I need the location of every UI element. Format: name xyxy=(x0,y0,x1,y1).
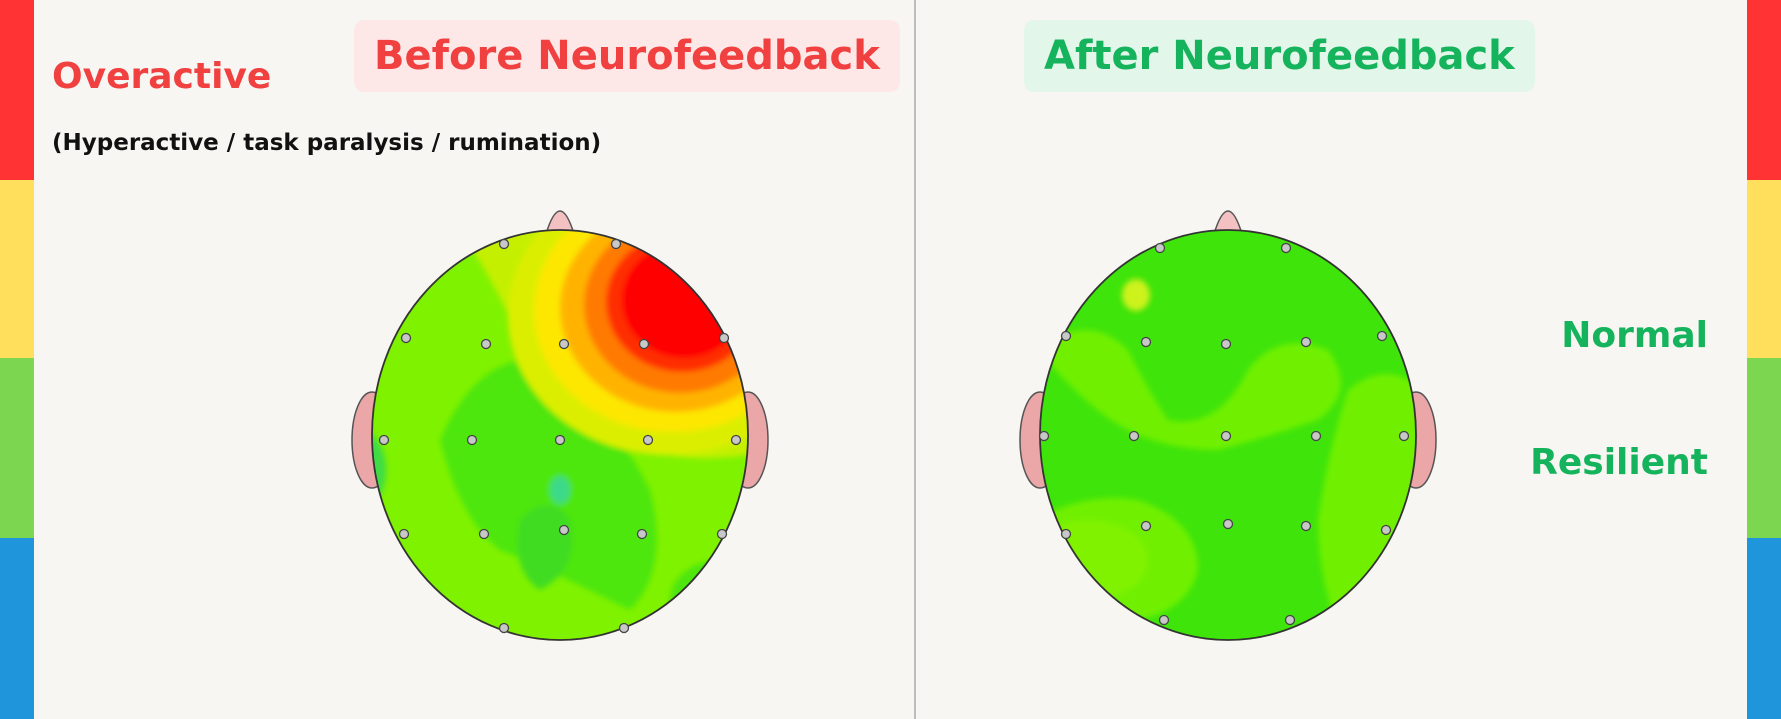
scale-red-segment xyxy=(0,0,34,180)
resilient-label: Resilient xyxy=(1530,442,1708,483)
activity-heatmap xyxy=(1040,230,1416,640)
after-brain-map xyxy=(1019,210,1437,641)
scale-yellow-segment xyxy=(0,180,34,358)
overactive-description: (Hyperactive / task paralysis / ruminati… xyxy=(52,130,602,156)
left-color-scale xyxy=(0,0,34,719)
overactive-label: Overactive xyxy=(52,56,272,97)
head-outline xyxy=(371,229,749,641)
scale-red-segment xyxy=(1747,0,1781,180)
scale-blue-segment xyxy=(0,538,34,719)
activity-heatmap xyxy=(372,230,748,640)
before-brain-map xyxy=(351,210,769,641)
normal-label: Normal xyxy=(1561,315,1708,356)
scale-green-segment xyxy=(1747,358,1781,538)
panel-divider xyxy=(914,0,916,719)
scale-yellow-segment xyxy=(1747,180,1781,358)
scale-green-segment xyxy=(0,358,34,538)
scale-blue-segment xyxy=(1747,538,1781,719)
electrode-points xyxy=(1038,242,1410,626)
electrode-points xyxy=(378,238,742,634)
right-color-scale xyxy=(1747,0,1781,719)
after-title: After Neurofeedback xyxy=(1024,20,1535,92)
before-title: Before Neurofeedback xyxy=(354,20,900,92)
